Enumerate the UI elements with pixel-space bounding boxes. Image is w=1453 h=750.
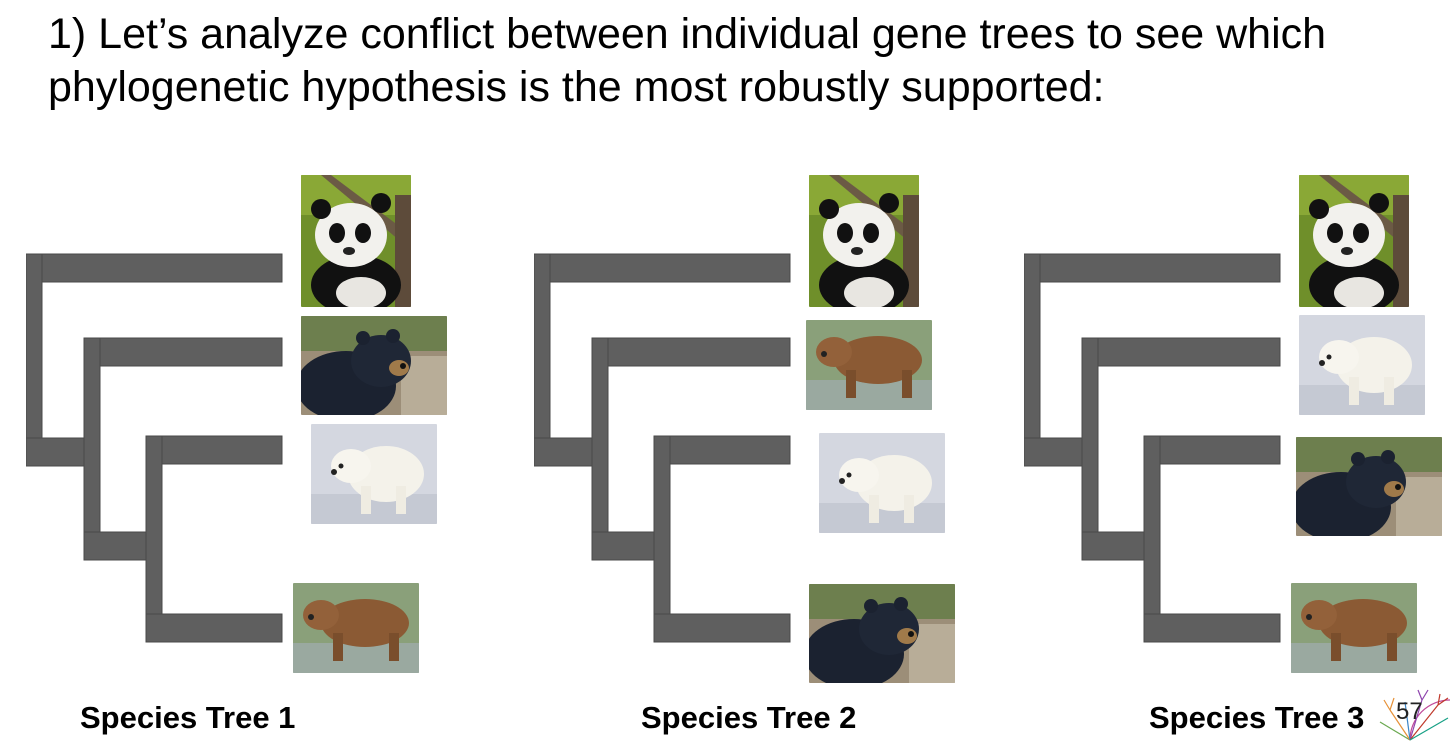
species-tree-2 (534, 170, 974, 690)
tree-1-label: Species Tree 1 (80, 700, 296, 735)
black-bear-photo (1296, 437, 1442, 536)
tree-2-branches (534, 253, 791, 643)
slide-title: 1) Let’s analyze conflict between indivi… (48, 8, 1428, 114)
title-line-2: phylogenetic hypothesis is the most robu… (48, 63, 1105, 111)
tree-3-label: Species Tree 3 (1149, 700, 1365, 735)
branch-tip-1 (26, 253, 283, 283)
species-tree-1 (26, 170, 466, 690)
branch-root-vertical (26, 253, 43, 467)
branch-tip-4 (145, 613, 283, 643)
branch-cherry-vertical (145, 435, 163, 643)
brown-bear-photo (806, 320, 932, 410)
species-tree-3 (1024, 170, 1453, 690)
brown-bear-photo (293, 583, 419, 673)
polar-bear-photo (819, 433, 945, 533)
page-number: 57 (1396, 698, 1423, 725)
title-line-1: 1) Let’s analyze conflict between indivi… (48, 10, 1327, 58)
polar-bear-photo (1299, 315, 1425, 415)
tree-3-branches (1024, 253, 1281, 643)
brown-bear-photo (1291, 583, 1417, 673)
branch-inner-vertical (83, 337, 101, 561)
branch-tip-3 (145, 435, 283, 465)
panda-photo (1299, 175, 1409, 307)
phylogeny-logo-icon (1360, 660, 1453, 750)
polar-bear-photo (311, 424, 437, 524)
black-bear-photo (301, 316, 447, 415)
panda-photo (809, 175, 919, 307)
tree-2-label: Species Tree 2 (641, 700, 857, 735)
tree-1-branches (26, 253, 283, 643)
panda-photo (301, 175, 411, 307)
branch-tip-2 (83, 337, 283, 367)
black-bear-photo (809, 584, 955, 683)
